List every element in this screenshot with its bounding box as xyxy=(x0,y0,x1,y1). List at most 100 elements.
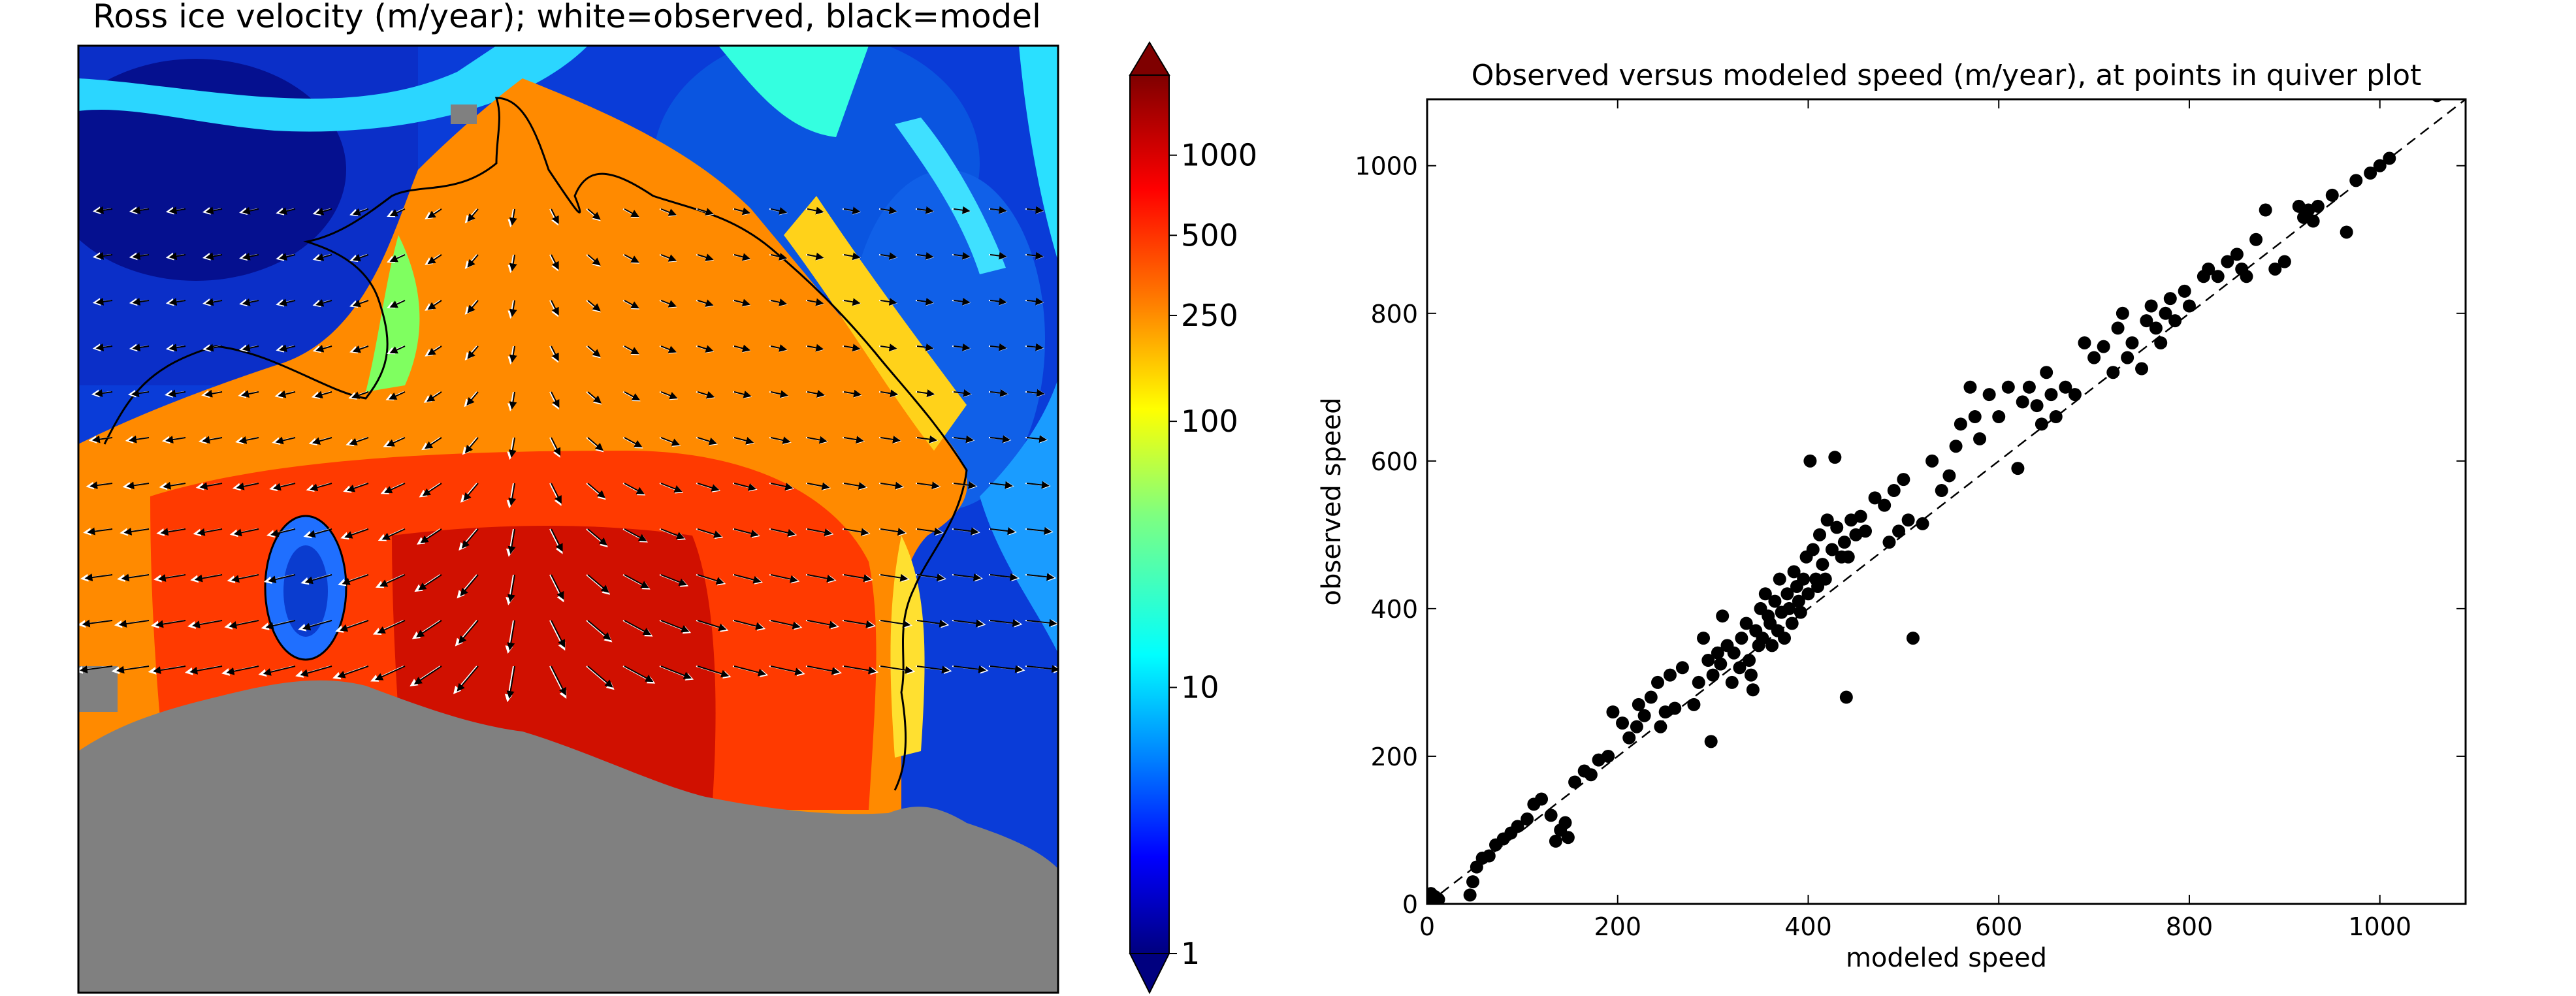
model-arrow xyxy=(268,574,296,583)
model-arrow xyxy=(467,254,479,268)
model-arrow xyxy=(231,574,259,583)
model-arrow xyxy=(202,436,223,444)
model-arrow xyxy=(587,528,607,546)
model-arrow xyxy=(770,207,788,215)
model-arrow xyxy=(241,390,259,398)
scatter-point xyxy=(2230,248,2244,261)
scatter-point xyxy=(1982,388,1996,402)
scatter-point xyxy=(1820,513,1834,527)
y-tick-label: 800 xyxy=(1370,300,1418,329)
scatter-point xyxy=(2016,395,2029,409)
scatter-point xyxy=(1794,605,1807,619)
model-arrow xyxy=(466,391,479,406)
model-arrow xyxy=(551,666,566,696)
model-arrow xyxy=(807,344,824,352)
model-arrow xyxy=(314,391,332,398)
scatter-point xyxy=(2011,462,2025,475)
scatter-point xyxy=(2311,199,2325,213)
model-arrow xyxy=(551,620,566,648)
model-arrow xyxy=(95,251,113,260)
colorbar: 1000 500 250 100 10 1 xyxy=(1129,41,1257,995)
model-arrow xyxy=(733,483,757,491)
model-arrow xyxy=(953,619,984,628)
model-arrow xyxy=(880,666,914,674)
model-arrow xyxy=(1026,573,1055,581)
scatter-point xyxy=(1697,632,1711,645)
model-arrow xyxy=(697,299,714,307)
model-arrow xyxy=(843,344,861,352)
model-arrow xyxy=(587,254,601,266)
scatter-point xyxy=(2202,262,2215,276)
model-arrow xyxy=(587,574,609,593)
model-arrow xyxy=(807,436,828,444)
scatter-point xyxy=(1818,572,1832,586)
grounding-line xyxy=(103,97,968,791)
model-arrow xyxy=(953,297,971,306)
model-arrow xyxy=(509,345,517,363)
model-arrow xyxy=(126,481,150,490)
model-arrow xyxy=(916,251,934,260)
model-arrow xyxy=(843,206,861,215)
ice-shelf-margin xyxy=(890,536,925,758)
missing-data-patch xyxy=(451,104,477,124)
ice-shelf-margin xyxy=(366,235,420,392)
model-arrow xyxy=(624,666,654,683)
model-arrow xyxy=(843,528,869,536)
missing-data-patch xyxy=(78,666,118,712)
model-arrow xyxy=(509,391,517,410)
model-arrow xyxy=(91,435,113,443)
scatter-point xyxy=(2001,380,2015,394)
model-arrow xyxy=(624,483,645,494)
scatter-point xyxy=(2078,336,2091,349)
scatter-point xyxy=(1466,875,1480,889)
scatter-point xyxy=(1544,809,1558,822)
model-arrow xyxy=(352,208,369,216)
scatter-point xyxy=(1706,668,1720,682)
model-arrow xyxy=(379,574,406,587)
model-arrow xyxy=(1026,343,1044,351)
model-arrow xyxy=(770,390,788,398)
model-arrow xyxy=(953,527,979,536)
model-arrow xyxy=(1026,251,1044,260)
scatter-point xyxy=(1837,536,1851,549)
model-arrow xyxy=(389,208,406,217)
model-arrow xyxy=(374,666,406,681)
model-arrow xyxy=(733,528,759,538)
model-arrow xyxy=(916,573,945,582)
x-tick-label: 200 xyxy=(1594,912,1641,941)
colorbar-tick-label: 10 xyxy=(1181,670,1219,705)
scatter-point xyxy=(1711,646,1724,660)
model-arrow xyxy=(265,620,296,630)
model-arrow xyxy=(229,620,259,629)
model-arrow xyxy=(263,666,296,676)
model-arrow xyxy=(880,298,897,306)
model-arrow xyxy=(383,483,406,494)
scatter-point xyxy=(1803,454,1817,468)
model-arrow xyxy=(990,619,1021,627)
y-tick-label: 1000 xyxy=(1355,152,1418,181)
model-arrow xyxy=(843,389,862,398)
model-arrow xyxy=(416,620,442,637)
model-arrow xyxy=(315,253,332,261)
scatter-point xyxy=(1727,646,1741,660)
model-arrow xyxy=(770,344,788,352)
model-arrow xyxy=(427,208,442,219)
model-arrow xyxy=(624,437,643,447)
model-arrow xyxy=(697,620,727,632)
scatter-point xyxy=(1839,690,1853,704)
model-arrow xyxy=(191,620,223,629)
model-arrow xyxy=(843,574,872,583)
colorbar-ticks: 1000 500 250 100 10 1 xyxy=(1169,138,1257,971)
model-arrow xyxy=(916,297,934,306)
model-arrow xyxy=(463,483,479,501)
model-arrow xyxy=(205,298,223,306)
model-arrow xyxy=(386,437,406,447)
model-arrow xyxy=(770,253,788,261)
model-arrow xyxy=(551,345,559,362)
model-arrow xyxy=(197,528,223,536)
model-arrow xyxy=(551,208,559,225)
scatter-point xyxy=(2159,306,2172,320)
scatter-point xyxy=(1859,524,1873,538)
model-arrow xyxy=(916,619,948,628)
model-arrow xyxy=(660,391,678,400)
